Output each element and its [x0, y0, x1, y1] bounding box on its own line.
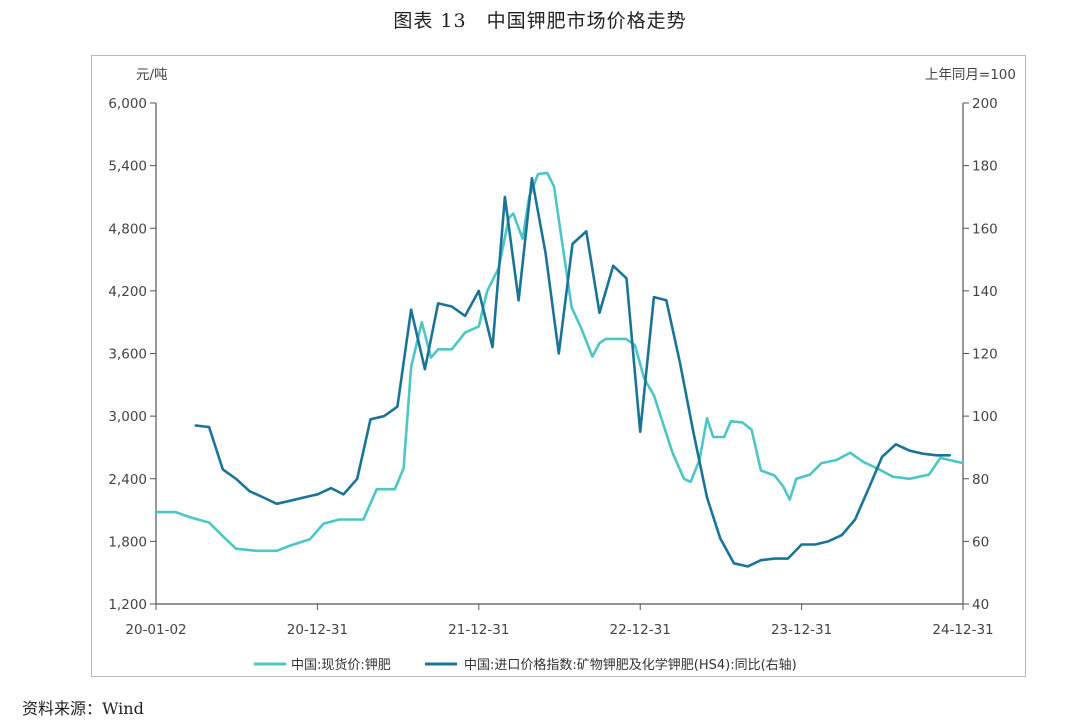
right-axis-unit: 上年同月=100	[925, 67, 1016, 83]
series-line-import-index	[194, 176, 951, 568]
right-tick-label: 180	[972, 159, 998, 175]
right-tick-label: 160	[972, 221, 998, 237]
x-tick-label: 22-12-31	[610, 622, 671, 638]
left-tick-label: 3,000	[108, 409, 147, 425]
legend-label-import-index: 中国:进口价格指数:矿物钾肥及化学钾肥(HS4):同比(右轴)	[464, 657, 797, 673]
right-tick-label: 100	[972, 409, 998, 425]
right-tick-label: 60	[972, 534, 989, 550]
left-axis-unit: 元/吨	[136, 67, 168, 83]
x-tick-label: 24-12-31	[932, 622, 993, 638]
right-tick-label: 40	[972, 597, 989, 613]
series-line-spot-price	[154, 171, 965, 553]
right-tick-label: 80	[972, 472, 989, 488]
right-tick-label: 140	[972, 284, 998, 300]
left-tick-label: 1,800	[108, 534, 147, 550]
legend-label-spot-price: 中国:现货价:钾肥	[291, 657, 391, 673]
left-tick-label: 4,800	[108, 221, 147, 237]
figure-title: 图表 13 中国钾肥市场价格走势	[393, 10, 687, 32]
chart-frame	[91, 55, 1026, 677]
source-note: 资料来源：Wind	[22, 699, 144, 718]
series-lines	[154, 171, 965, 568]
legend: 中国:现货价:钾肥 中国:进口价格指数:矿物钾肥及化学钾肥(HS4):同比(右轴…	[254, 657, 797, 673]
left-tick-label: 1,200	[108, 597, 147, 613]
axes: 6,000 5,400 4,800 4,200 3,600 3,000 2,400 1,800…	[108, 96, 997, 638]
x-tick-label: 20-01-02	[125, 622, 186, 638]
x-tick-label: 23-12-31	[771, 622, 832, 638]
left-tick-label: 2,400	[108, 472, 147, 488]
right-tick-label: 120	[972, 347, 998, 363]
left-tick-label: 6,000	[108, 96, 147, 112]
x-tick-label: 21-12-31	[448, 622, 509, 638]
left-tick-label: 4,200	[108, 284, 147, 300]
x-tick-label: 20-12-31	[287, 622, 348, 638]
left-tick-label: 3,600	[108, 347, 147, 363]
left-tick-label: 5,400	[108, 159, 147, 175]
right-tick-label: 200	[972, 96, 998, 112]
